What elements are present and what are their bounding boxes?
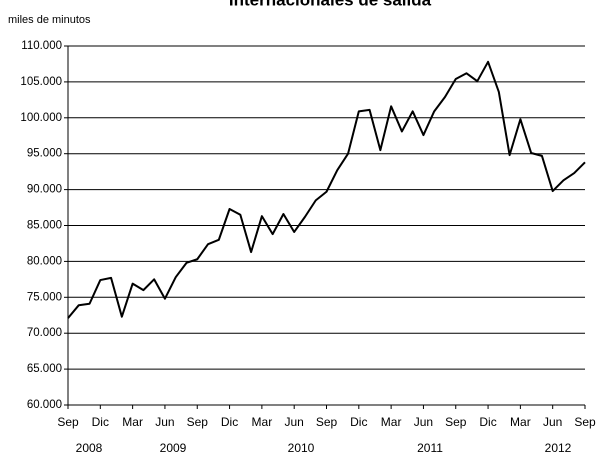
y-tick-label: 100.000 (20, 112, 62, 124)
x-tick-label: Dic (221, 415, 238, 429)
x-tick-label: Sep (445, 415, 467, 429)
x-tick-label: Mar (252, 415, 273, 429)
year-label: 2008 (76, 441, 103, 455)
x-tick-label: Dic (92, 415, 109, 429)
x-tick-label: Jun (414, 415, 433, 429)
y-tick-label: 105.000 (20, 76, 62, 88)
x-tick-label: Jun (285, 415, 304, 429)
x-tick-label: Jun (155, 415, 174, 429)
y-tick-label: 80.000 (27, 255, 62, 267)
x-tick-label: Mar (122, 415, 143, 429)
x-tick-label: Jun (543, 415, 562, 429)
data-line (67, 60, 586, 319)
chart-title: Internacionales de salida (229, 0, 432, 9)
x-tick-label: Sep (574, 415, 596, 429)
x-tick-label: Sep (316, 415, 338, 429)
year-label: 2011 (417, 441, 443, 455)
x-tick-label: Mar (510, 415, 531, 429)
y-tick-label: 65.000 (27, 363, 62, 375)
x-tick-label: Sep (57, 415, 79, 429)
y-tick-label: 110.000 (21, 40, 62, 52)
y-tick-label: 90.000 (27, 184, 62, 196)
year-label: 2010 (288, 441, 315, 455)
y-axis-label: miles de minutos (8, 14, 91, 26)
y-tick-label: 70.000 (27, 327, 62, 339)
year-label: 2009 (160, 441, 187, 455)
x-tick-label: Dic (350, 415, 367, 429)
y-tick-label: 85.000 (27, 220, 62, 232)
x-tick-label: Mar (381, 415, 402, 429)
y-tick-label: 60.000 (27, 399, 62, 411)
year-label: 2012 (545, 441, 572, 455)
y-tick-label: 95.000 (27, 148, 62, 160)
y-tick-label: 75.000 (27, 291, 62, 303)
x-tick-label: Sep (187, 415, 209, 429)
x-tick-label: Dic (479, 415, 496, 429)
